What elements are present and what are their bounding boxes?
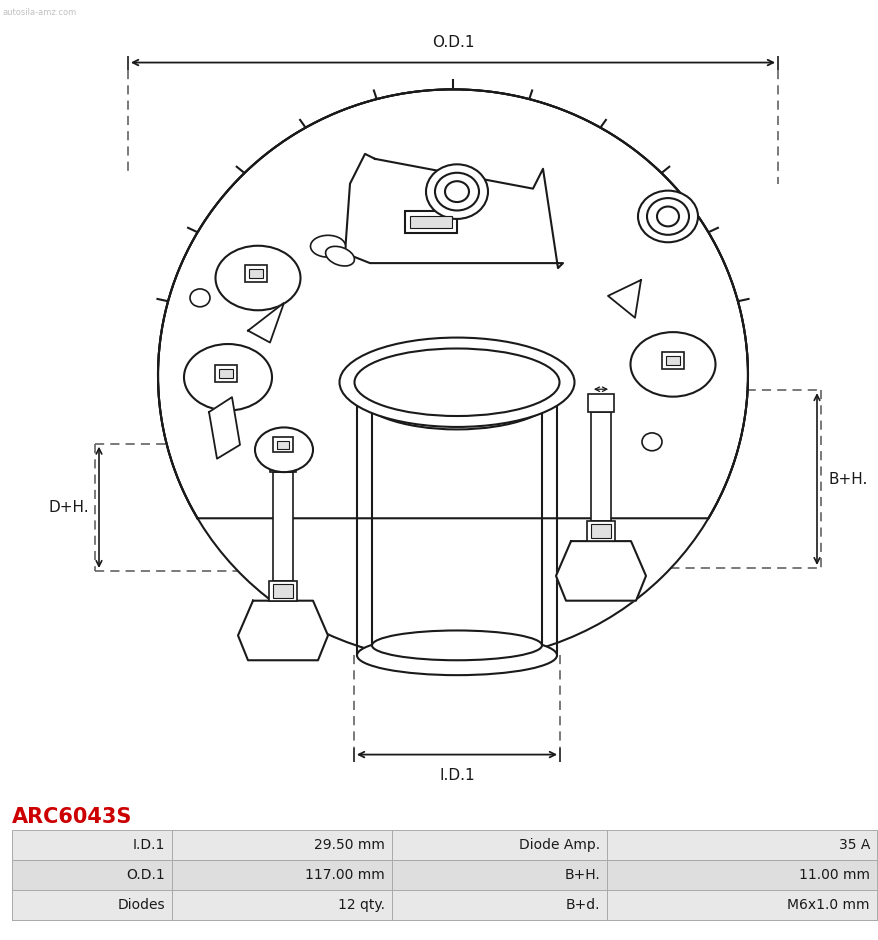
Text: M6x1.0 mm: M6x1.0 mm <box>787 898 869 912</box>
Polygon shape <box>238 601 327 660</box>
Ellipse shape <box>354 349 559 416</box>
Bar <box>215 366 237 383</box>
Bar <box>409 216 451 228</box>
Ellipse shape <box>255 428 313 472</box>
Ellipse shape <box>158 89 747 661</box>
Text: B+d.: B+d. <box>565 898 600 912</box>
Bar <box>245 265 267 282</box>
Ellipse shape <box>371 365 542 419</box>
Bar <box>269 581 297 601</box>
Bar <box>270 454 296 472</box>
Text: 29.50 mm: 29.50 mm <box>313 838 385 852</box>
Ellipse shape <box>325 246 354 266</box>
Ellipse shape <box>641 433 661 451</box>
Text: D+d.: D+d. <box>284 430 317 443</box>
Text: Diodes: Diodes <box>118 898 165 912</box>
Ellipse shape <box>215 245 300 310</box>
Bar <box>12 890 172 920</box>
Text: D+H.: D+H. <box>48 500 89 515</box>
Ellipse shape <box>656 207 678 227</box>
Polygon shape <box>158 89 747 518</box>
Text: Diode Amp.: Diode Amp. <box>518 838 600 852</box>
Ellipse shape <box>630 332 715 397</box>
Bar <box>273 584 292 598</box>
Bar <box>172 890 392 920</box>
Text: B+H.: B+H. <box>828 472 867 487</box>
Bar <box>12 830 172 860</box>
Text: O.D.1: O.D.1 <box>126 868 165 882</box>
Bar <box>661 352 683 369</box>
Polygon shape <box>556 541 645 601</box>
Bar <box>392 890 607 920</box>
Ellipse shape <box>435 173 479 211</box>
Ellipse shape <box>184 344 271 411</box>
Ellipse shape <box>356 355 557 430</box>
Bar <box>273 472 292 581</box>
Bar <box>392 830 607 860</box>
Ellipse shape <box>426 164 487 219</box>
Bar <box>607 830 876 860</box>
Ellipse shape <box>646 198 688 235</box>
Polygon shape <box>209 397 240 459</box>
Bar <box>587 522 615 541</box>
Text: 35 A: 35 A <box>838 838 869 852</box>
Ellipse shape <box>637 191 697 243</box>
Bar <box>12 860 172 890</box>
Bar <box>607 860 876 890</box>
Text: O.D.1: O.D.1 <box>431 35 474 50</box>
Bar <box>219 369 233 378</box>
Bar <box>405 212 457 233</box>
Bar <box>392 860 607 890</box>
Ellipse shape <box>444 181 469 202</box>
Bar <box>172 860 392 890</box>
Bar <box>666 356 680 366</box>
Bar <box>607 890 876 920</box>
Text: I.D.1: I.D.1 <box>439 769 474 783</box>
Polygon shape <box>608 280 640 318</box>
Text: I.D.1: I.D.1 <box>133 838 165 852</box>
Polygon shape <box>344 154 563 268</box>
Bar <box>590 412 610 522</box>
Ellipse shape <box>339 337 574 427</box>
Text: B+d.: B+d. <box>602 367 634 379</box>
Bar <box>248 269 263 278</box>
Bar <box>590 525 610 538</box>
Ellipse shape <box>371 631 542 660</box>
Ellipse shape <box>190 289 210 306</box>
Bar <box>273 437 292 452</box>
Polygon shape <box>248 303 284 342</box>
Text: 117.00 mm: 117.00 mm <box>305 868 385 882</box>
Text: ARC6043S: ARC6043S <box>12 807 133 826</box>
Text: autosila-amz.com: autosila-amz.com <box>3 8 77 17</box>
Text: B+H.: B+H. <box>564 868 600 882</box>
Bar <box>277 441 289 448</box>
Bar <box>587 394 614 412</box>
Ellipse shape <box>310 235 345 258</box>
Ellipse shape <box>356 635 557 675</box>
Text: 11.00 mm: 11.00 mm <box>798 868 869 882</box>
Text: 12 qty.: 12 qty. <box>338 898 385 912</box>
Bar <box>172 830 392 860</box>
